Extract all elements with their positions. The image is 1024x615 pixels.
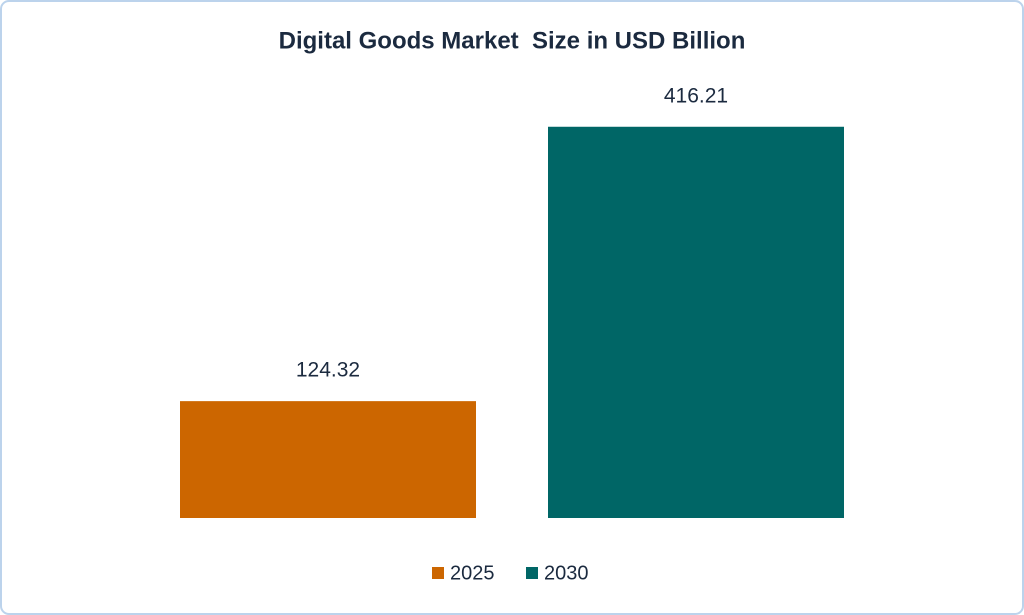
value-label: 416.21 [664,84,728,107]
legend-label: 2025 [450,562,495,584]
value-label: 124.32 [296,359,360,382]
legend-swatch [526,567,538,579]
chart-title: Digital Goods Market Size in USD Billion [279,27,746,54]
bar [180,401,476,518]
legend-swatch [432,567,444,579]
bar [548,126,844,518]
legend-label: 2030 [544,562,589,584]
